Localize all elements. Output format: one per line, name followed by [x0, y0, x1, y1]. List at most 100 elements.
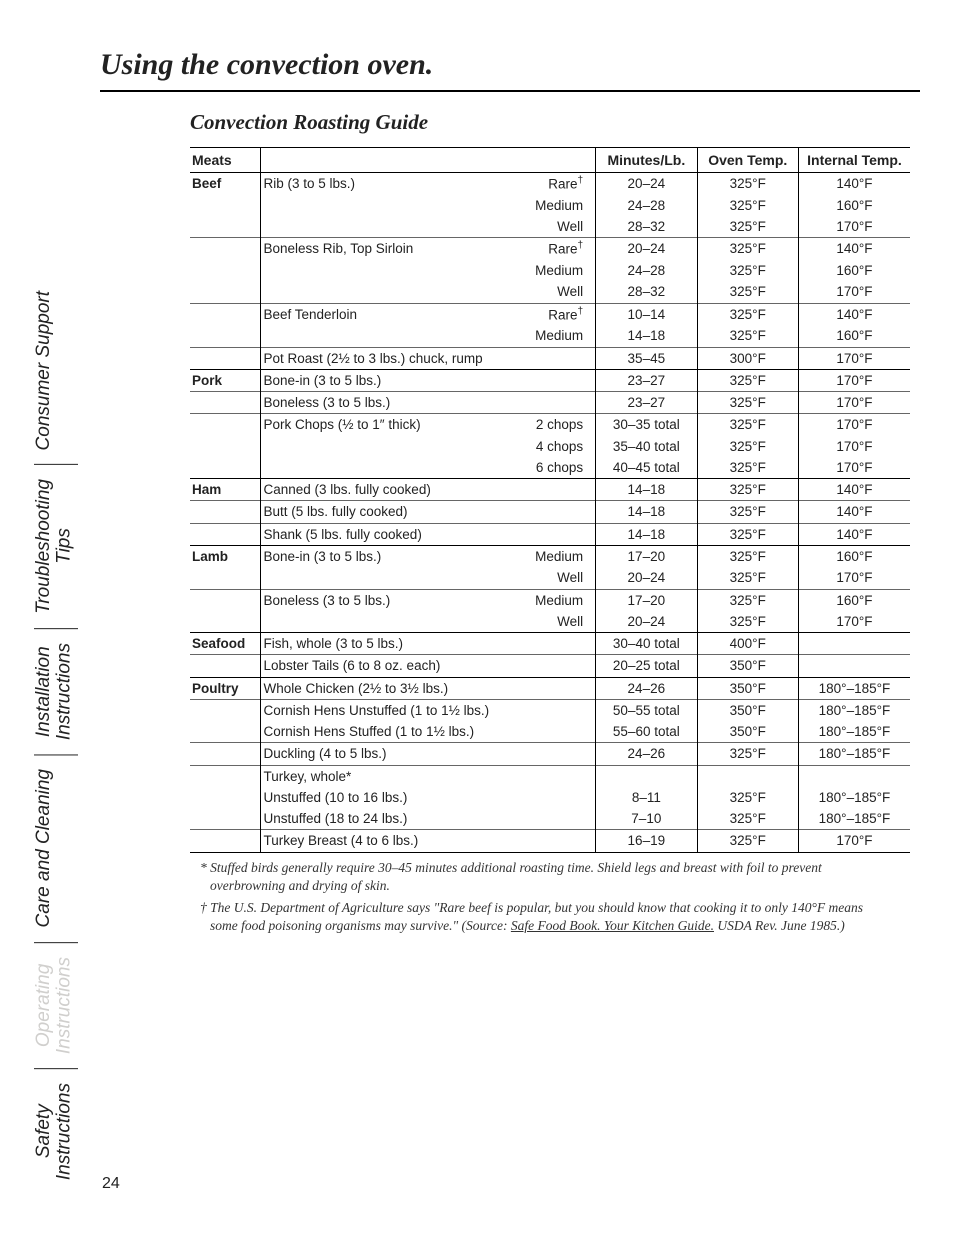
- cell: 180°–185°F: [798, 699, 910, 721]
- cell: Pork: [190, 369, 261, 391]
- cell: 6 chops: [515, 457, 596, 479]
- cell: 7–10: [596, 808, 697, 830]
- cell: 140°F: [798, 479, 910, 501]
- table-row: SeafoodFish, whole (3 to 5 lbs.)30–40 to…: [190, 633, 910, 655]
- cell: 140°F: [798, 501, 910, 523]
- cell: Ham: [190, 479, 261, 501]
- cell: [190, 238, 261, 260]
- main-content: Using the convection oven. Convection Ro…: [100, 48, 920, 940]
- cell: 24–28: [596, 260, 697, 281]
- table-row: Unstuffed (18 to 24 lbs.)7–10325°F180°–1…: [190, 808, 910, 830]
- table-row: Medium14–18325°F160°F: [190, 325, 910, 347]
- cell: [261, 436, 515, 457]
- cell: 350°F: [697, 677, 798, 699]
- sidebar-tab[interactable]: OperatingInstructions: [34, 942, 78, 1068]
- cell: 350°F: [697, 655, 798, 677]
- cell: 325°F: [697, 369, 798, 391]
- cell: Duckling (4 to 5 lbs.): [261, 743, 515, 765]
- sidebar-tab[interactable]: Care and Cleaning: [34, 754, 78, 941]
- cell: [190, 216, 261, 238]
- cell: 35–40 total: [596, 436, 697, 457]
- cell: [798, 655, 910, 677]
- cell: 325°F: [697, 238, 798, 260]
- cell: 8–11: [596, 787, 697, 808]
- cell: Butt (5 lbs. fully cooked): [261, 501, 515, 523]
- table-row: Shank (5 lbs. fully cooked)14–18325°F140…: [190, 523, 910, 545]
- table-row: Boneless (3 to 5 lbs.)23–27325°F170°F: [190, 392, 910, 414]
- cell: Unstuffed (10 to 16 lbs.): [261, 787, 515, 808]
- cell: 325°F: [697, 303, 798, 325]
- table-row: Turkey Breast (4 to 6 lbs.)16–19325°F170…: [190, 830, 910, 852]
- th-blank2: [515, 148, 596, 173]
- cell: Rare†: [515, 173, 596, 195]
- cell: [190, 260, 261, 281]
- table-row: PorkBone-in (3 to 5 lbs.)23–27325°F170°F: [190, 369, 910, 391]
- table-row: Unstuffed (10 to 16 lbs.)8–11325°F180°–1…: [190, 787, 910, 808]
- cell: 160°F: [798, 325, 910, 347]
- cell: 40–45 total: [596, 457, 697, 479]
- cell: Beef: [190, 173, 261, 195]
- cell: 160°F: [798, 589, 910, 611]
- cell: 325°F: [697, 830, 798, 852]
- cell: 325°F: [697, 436, 798, 457]
- table-row: Beef TenderloinRare†10–14325°F140°F: [190, 303, 910, 325]
- cell: 14–18: [596, 501, 697, 523]
- cell: Medium: [515, 546, 596, 568]
- table-row: Medium24–28325°F160°F: [190, 260, 910, 281]
- cell: 10–14: [596, 303, 697, 325]
- cell: Seafood: [190, 633, 261, 655]
- cell: 325°F: [697, 281, 798, 303]
- cell: 170°F: [798, 392, 910, 414]
- cell: 325°F: [697, 546, 798, 568]
- cell: Turkey, whole*: [261, 765, 515, 787]
- cell: 325°F: [697, 808, 798, 830]
- table-row: PoultryWhole Chicken (2½ to 3½ lbs.)24–2…: [190, 677, 910, 699]
- sidebar-tab[interactable]: SafetyInstructions: [34, 1068, 78, 1194]
- sidebar-tab[interactable]: TroubleshootingTips: [34, 464, 78, 628]
- cell: 28–32: [596, 281, 697, 303]
- cell: 325°F: [697, 501, 798, 523]
- cell: 24–26: [596, 743, 697, 765]
- cell: [798, 765, 910, 787]
- cell: 325°F: [697, 567, 798, 589]
- footnote-stuffed: * Stuffed birds generally require 30–45 …: [190, 859, 880, 895]
- cell: 17–20: [596, 546, 697, 568]
- cell: 17–20: [596, 589, 697, 611]
- footnote-usda: † The U.S. Department of Agriculture say…: [190, 899, 880, 935]
- table-row: HamCanned (3 lbs. fully cooked)14–18325°…: [190, 479, 910, 501]
- cell: [515, 808, 596, 830]
- cell: [190, 457, 261, 479]
- cell: [190, 567, 261, 589]
- cell: [261, 216, 515, 238]
- cell: 170°F: [798, 830, 910, 852]
- cell: 170°F: [798, 369, 910, 391]
- cell: 20–25 total: [596, 655, 697, 677]
- roasting-table: Meats Minutes/Lb. Oven Temp. Internal Te…: [190, 147, 910, 853]
- cell: [515, 633, 596, 655]
- cell: 20–24: [596, 238, 697, 260]
- cell: 24–28: [596, 195, 697, 216]
- cell: [697, 765, 798, 787]
- sidebar-tab[interactable]: Consumer Support: [34, 277, 78, 464]
- cell: 140°F: [798, 173, 910, 195]
- cell: Well: [515, 281, 596, 303]
- cell: 140°F: [798, 238, 910, 260]
- cell: Well: [515, 216, 596, 238]
- cell: 14–18: [596, 479, 697, 501]
- cell: [190, 392, 261, 414]
- cell: 325°F: [697, 787, 798, 808]
- cell: [190, 501, 261, 523]
- cell: [515, 787, 596, 808]
- th-oven: Oven Temp.: [697, 148, 798, 173]
- cell: 50–55 total: [596, 699, 697, 721]
- cell: 170°F: [798, 216, 910, 238]
- cell: Rib (3 to 5 lbs.): [261, 173, 515, 195]
- cell: [261, 611, 515, 633]
- cell: [190, 611, 261, 633]
- table-row: Cornish Hens Stuffed (1 to 1½ lbs.)55–60…: [190, 721, 910, 743]
- cell: [190, 655, 261, 677]
- cell: Canned (3 lbs. fully cooked): [261, 479, 515, 501]
- cell: [515, 830, 596, 852]
- cell: 325°F: [697, 457, 798, 479]
- sidebar-tab[interactable]: InstallationInstructions: [34, 628, 78, 754]
